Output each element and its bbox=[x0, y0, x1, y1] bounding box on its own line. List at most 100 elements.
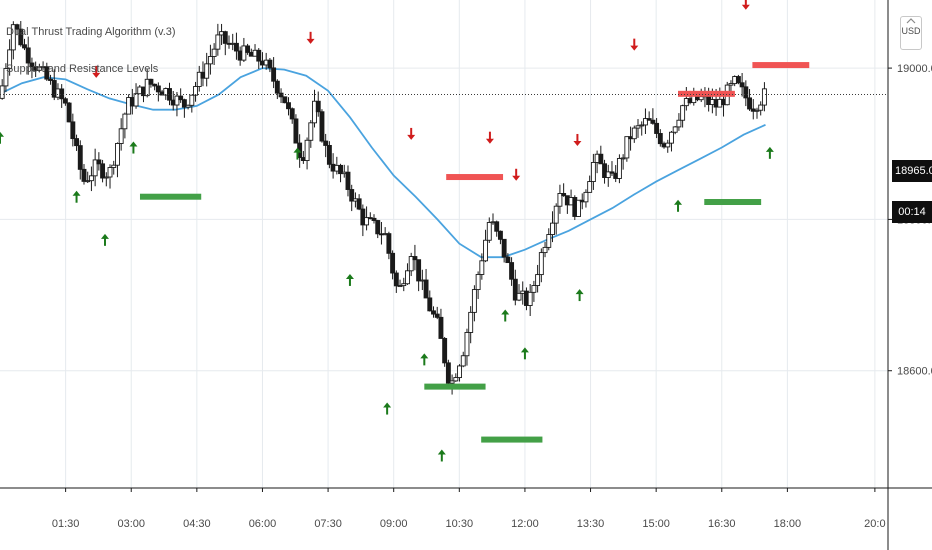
x-tick-label: 18:00 bbox=[774, 518, 802, 530]
candle-body bbox=[181, 99, 187, 108]
candle-body bbox=[639, 124, 645, 127]
candle-body bbox=[338, 164, 343, 175]
candle-body bbox=[431, 310, 436, 315]
candle bbox=[486, 217, 492, 243]
candle-body bbox=[676, 119, 682, 128]
candle-body bbox=[457, 365, 462, 379]
candle-body bbox=[397, 285, 403, 288]
x-tick-label: 07:30 bbox=[314, 518, 342, 530]
candle bbox=[204, 52, 210, 87]
candle-body bbox=[222, 31, 228, 44]
candle-body bbox=[356, 198, 362, 210]
candle bbox=[427, 290, 433, 312]
candle-body bbox=[438, 316, 444, 339]
x-tick-label: 01:30 bbox=[52, 518, 80, 530]
candle bbox=[576, 199, 581, 217]
candle bbox=[155, 82, 161, 102]
candle bbox=[616, 154, 622, 184]
candle-body bbox=[642, 118, 648, 126]
candle bbox=[442, 336, 448, 367]
candle bbox=[59, 84, 65, 108]
candle bbox=[631, 125, 637, 143]
candle bbox=[535, 264, 541, 293]
candle bbox=[323, 133, 329, 158]
candle-body bbox=[739, 82, 745, 88]
candle-body bbox=[14, 24, 20, 30]
candle-body bbox=[583, 191, 589, 203]
candle-body bbox=[657, 133, 663, 145]
buy-arrow-icon bbox=[345, 273, 354, 286]
candle-body bbox=[512, 278, 518, 301]
buy-arrow-head bbox=[420, 353, 429, 359]
candle-body bbox=[553, 205, 559, 224]
buy-arrow-head bbox=[345, 273, 354, 279]
candle-body bbox=[111, 164, 117, 168]
candle-body bbox=[416, 259, 422, 282]
candle-body bbox=[282, 96, 288, 104]
buy-arrow-icon bbox=[765, 146, 774, 159]
support-level bbox=[139, 193, 202, 200]
currency-button[interactable]: USD bbox=[900, 16, 922, 50]
candle-body bbox=[196, 71, 202, 87]
candle bbox=[48, 74, 53, 85]
candle bbox=[639, 121, 645, 136]
candle-body bbox=[631, 127, 637, 140]
candle-body bbox=[371, 217, 377, 221]
candle bbox=[7, 39, 13, 76]
candle bbox=[319, 109, 325, 143]
candle bbox=[356, 194, 362, 211]
candle-body bbox=[323, 140, 329, 146]
candle bbox=[609, 161, 615, 176]
candle bbox=[501, 238, 507, 263]
candle-body bbox=[505, 256, 511, 264]
candle bbox=[550, 211, 555, 243]
candle-body bbox=[271, 67, 277, 82]
buy-arrow-icon bbox=[383, 402, 392, 415]
candle bbox=[438, 308, 444, 339]
sell-arrow-head bbox=[92, 72, 101, 78]
candle-body bbox=[241, 45, 247, 61]
candle-body bbox=[479, 260, 485, 275]
candle bbox=[92, 148, 98, 187]
candle bbox=[735, 74, 741, 85]
candle-body bbox=[401, 283, 407, 287]
candle-body bbox=[587, 181, 593, 193]
candle bbox=[100, 159, 106, 183]
x-tick-label: 03:00 bbox=[117, 518, 145, 530]
candle bbox=[587, 175, 593, 193]
candle bbox=[453, 373, 459, 382]
buy-arrow-icon bbox=[674, 199, 683, 212]
indicator-title[interactable]: Dual Thrust Trading Algorithm (v.3) bbox=[6, 26, 176, 38]
candle-body bbox=[605, 171, 611, 178]
candle bbox=[88, 166, 94, 192]
candle bbox=[505, 253, 511, 264]
candle bbox=[118, 118, 124, 151]
sell-arrow-head bbox=[485, 138, 494, 144]
candle-body bbox=[501, 238, 507, 258]
candle-body bbox=[215, 34, 221, 50]
candle-body bbox=[77, 145, 83, 170]
sell-arrow-icon bbox=[92, 65, 101, 78]
last-price-tag: 18965.08 bbox=[892, 160, 932, 182]
candle bbox=[620, 154, 626, 170]
candle bbox=[542, 241, 548, 258]
candle-body bbox=[36, 66, 42, 71]
sell-arrow-icon bbox=[512, 168, 521, 181]
buy-arrow-head bbox=[293, 147, 302, 153]
candle bbox=[3, 63, 9, 93]
candle-body bbox=[412, 256, 418, 261]
candle-body bbox=[609, 171, 615, 174]
candle bbox=[181, 98, 187, 118]
candle-body bbox=[758, 104, 764, 111]
indicator-subtitle[interactable]: Support and Resistance Levels bbox=[6, 63, 159, 75]
candle-body bbox=[118, 128, 124, 144]
candle bbox=[650, 108, 656, 125]
candle-body bbox=[204, 63, 210, 79]
buy-arrow-head bbox=[72, 190, 81, 196]
buy-arrow-head bbox=[520, 347, 529, 353]
candle bbox=[29, 57, 35, 79]
candle bbox=[293, 114, 299, 144]
candle-body bbox=[527, 291, 533, 306]
candle bbox=[193, 81, 198, 102]
